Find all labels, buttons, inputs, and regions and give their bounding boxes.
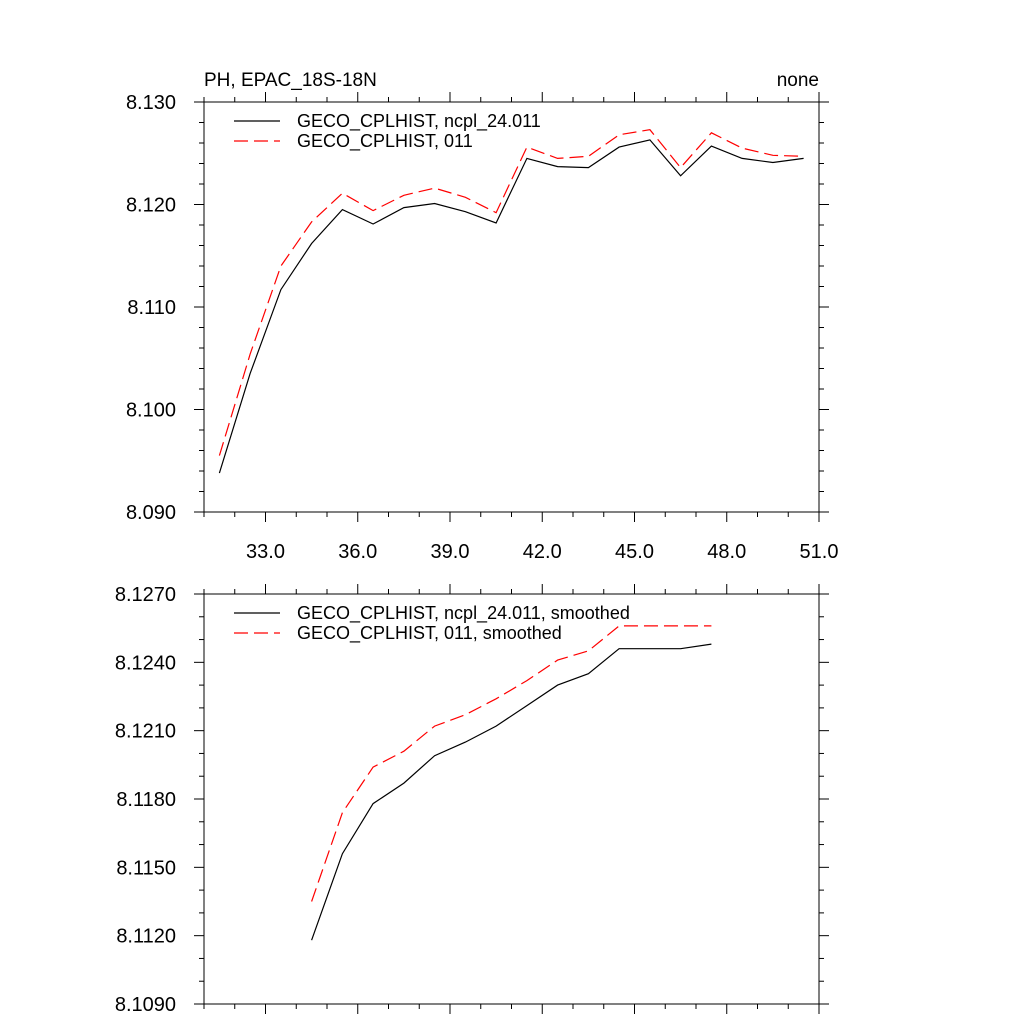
y-tick-label: 8.100 bbox=[126, 400, 176, 422]
y-tick-label: 8.1180 bbox=[116, 789, 176, 811]
y-tick-label: 8.1090 bbox=[115, 994, 176, 1016]
x-tick-label: 42.0 bbox=[523, 541, 562, 563]
top-chart: PH, EPAC_18S-18N none 8.090 8.100 8.110 8.1… bbox=[126, 70, 839, 563]
series-line-1 bbox=[218, 139, 804, 474]
x-tick-label: 48.0 bbox=[707, 541, 746, 563]
x-tick-label: 45.0 bbox=[615, 541, 654, 563]
chart-subtitle-right: none bbox=[777, 70, 819, 91]
series-line-2 bbox=[311, 625, 712, 902]
plot-frame bbox=[203, 593, 820, 1005]
legend-label-2: GECO_CPLHIST, 011 bbox=[297, 131, 473, 152]
y-tick-label: 8.090 bbox=[126, 502, 176, 524]
y-tick-label: 8.130 bbox=[126, 92, 176, 114]
y-tick-label: 8.1120 bbox=[116, 926, 176, 948]
y-tick-label: 8.1150 bbox=[116, 857, 176, 879]
x-tick-label: 33.0 bbox=[246, 541, 285, 563]
y-tick-label: 8.120 bbox=[126, 195, 176, 217]
plot-frame bbox=[203, 101, 820, 513]
series-line-2 bbox=[218, 129, 804, 456]
y-tick-label: 8.1240 bbox=[115, 652, 176, 674]
legend-label-2: GECO_CPLHIST, 011, smoothed bbox=[297, 623, 562, 644]
chart-title: PH, EPAC_18S-18N bbox=[204, 70, 377, 91]
y-tick-label: 8.110 bbox=[127, 297, 176, 319]
bottom-chart: 8.1090 8.1120 8.1150 8.1180 8.1210 8.1240 8.12… bbox=[115, 584, 829, 1016]
y-tick-label: 8.1270 bbox=[115, 584, 176, 606]
legend-label-1: GECO_CPLHIST, ncpl_24.011, smoothed bbox=[297, 603, 630, 624]
series-line-1 bbox=[311, 643, 712, 941]
x-tick-label: 36.0 bbox=[338, 541, 377, 563]
x-tick-label: 51.0 bbox=[800, 541, 839, 563]
x-tick-label: 39.0 bbox=[431, 541, 470, 563]
y-tick-label: 8.1210 bbox=[115, 721, 176, 743]
legend-label-1: GECO_CPLHIST, ncpl_24.011 bbox=[297, 111, 541, 132]
